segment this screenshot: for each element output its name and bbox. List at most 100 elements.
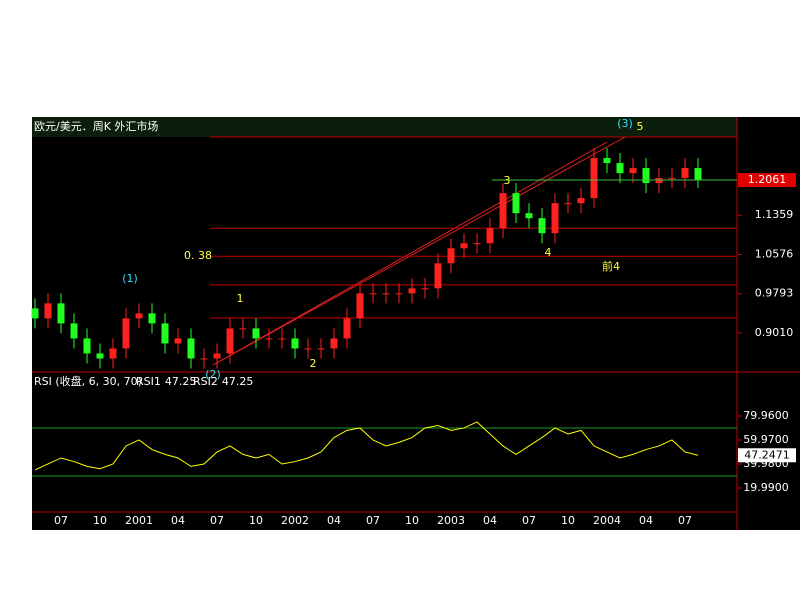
x-tick-label: 07	[54, 514, 68, 527]
candle-body	[499, 193, 507, 229]
header-band	[32, 117, 737, 137]
candle-body	[200, 358, 208, 360]
legend-value: 47.25	[165, 375, 197, 388]
candle-body	[525, 213, 533, 219]
candle-body	[70, 323, 78, 339]
candle-body	[239, 328, 247, 330]
x-tick-label: 04	[327, 514, 341, 527]
wave-label: (3)	[617, 117, 633, 130]
wave-label: 3	[504, 174, 511, 187]
candle-body	[31, 308, 39, 319]
candle-body	[551, 203, 559, 234]
candle-body	[161, 323, 169, 344]
candle-body	[564, 203, 572, 205]
x-tick-label: 10	[93, 514, 107, 527]
candle-body	[681, 168, 689, 179]
x-tick-label: 04	[483, 514, 497, 527]
y-tick-label: 0.9010	[755, 326, 794, 339]
candle-body	[135, 313, 143, 319]
rsi-value-box	[738, 448, 796, 463]
candle-body	[434, 263, 442, 289]
candle-body	[369, 293, 377, 295]
candle-body	[44, 303, 52, 319]
candle-body	[109, 348, 117, 359]
y-tick-label: 1.0576	[755, 247, 794, 260]
rsi-line	[34, 421, 699, 471]
candle-body	[356, 293, 364, 319]
x-tick-label: 10	[561, 514, 575, 527]
y-tick-label: 19.9900	[743, 481, 789, 494]
x-tick-label: 07	[678, 514, 692, 527]
candle-body	[317, 348, 325, 350]
x-tick-label: 2002	[281, 514, 309, 527]
candle-body	[577, 198, 585, 204]
x-tick-label: 07	[522, 514, 536, 527]
candle-body	[96, 353, 104, 359]
wave-label: 4	[545, 246, 552, 259]
candle-body	[421, 288, 429, 290]
candle-body	[174, 338, 182, 344]
candle-body	[291, 338, 299, 349]
rsi-title: RSI (收盘, 6, 30, 70)	[34, 374, 142, 388]
y-tick-label: 0.9793	[755, 287, 794, 300]
chart-title: 欧元/美元．周K 外汇市场	[34, 119, 158, 133]
candle-body	[278, 338, 286, 340]
candle-body	[187, 338, 195, 359]
legend-value: 47.25	[222, 375, 254, 388]
candle-body	[655, 178, 663, 184]
candle-body	[343, 318, 351, 339]
candle-body	[486, 228, 494, 244]
candle-body	[382, 293, 390, 295]
x-tick-label: 2003	[437, 514, 465, 527]
legend-name: RSI2	[193, 375, 218, 388]
candle-body	[473, 243, 481, 245]
candle-body	[83, 338, 91, 354]
wave-label: 5	[637, 120, 644, 133]
candle-body	[460, 243, 468, 249]
wave-label: 1	[237, 292, 244, 305]
candle-body	[265, 338, 273, 340]
x-tick-label: 04	[171, 514, 185, 527]
candle-body	[330, 338, 338, 349]
y-tick-label: 79.9600	[743, 409, 789, 422]
candle-body	[642, 168, 650, 184]
x-tick-label: 2004	[593, 514, 621, 527]
candle-body	[629, 168, 637, 174]
candle-body	[57, 303, 65, 324]
candle-body	[603, 158, 611, 164]
x-tick-label: 07	[210, 514, 224, 527]
trend-line	[212, 141, 608, 366]
candle-body	[122, 318, 130, 349]
candle-body	[512, 193, 520, 214]
wave-label: (1)	[122, 272, 138, 285]
current-price-label: 1.2061	[748, 173, 787, 186]
candle-body	[694, 168, 702, 181]
legend-name: RSI1	[136, 375, 161, 388]
x-tick-label: 10	[405, 514, 419, 527]
candle-body	[447, 248, 455, 264]
candle-body	[590, 158, 598, 199]
wave-label: 2	[310, 357, 317, 370]
candle-body	[213, 353, 221, 359]
candle-body	[395, 293, 403, 295]
candle-body	[252, 328, 260, 339]
candle-body	[668, 178, 676, 180]
candle-body	[148, 313, 156, 324]
rsi-value-label: 47.2471	[744, 448, 790, 461]
wave-label: 前4	[602, 259, 620, 273]
x-tick-label: 10	[249, 514, 263, 527]
x-tick-label: 07	[366, 514, 380, 527]
candle-body	[226, 328, 234, 354]
x-tick-label: 04	[639, 514, 653, 527]
wave-label: 0. 38	[184, 249, 212, 262]
candle-body	[538, 218, 546, 234]
candle-body	[304, 348, 312, 350]
trend-line	[212, 136, 626, 366]
candle-body	[408, 288, 416, 294]
current-price-box	[738, 173, 796, 188]
x-tick-label: 2001	[125, 514, 153, 527]
candle-body	[616, 163, 624, 174]
y-tick-label: 1.1359	[755, 208, 794, 221]
